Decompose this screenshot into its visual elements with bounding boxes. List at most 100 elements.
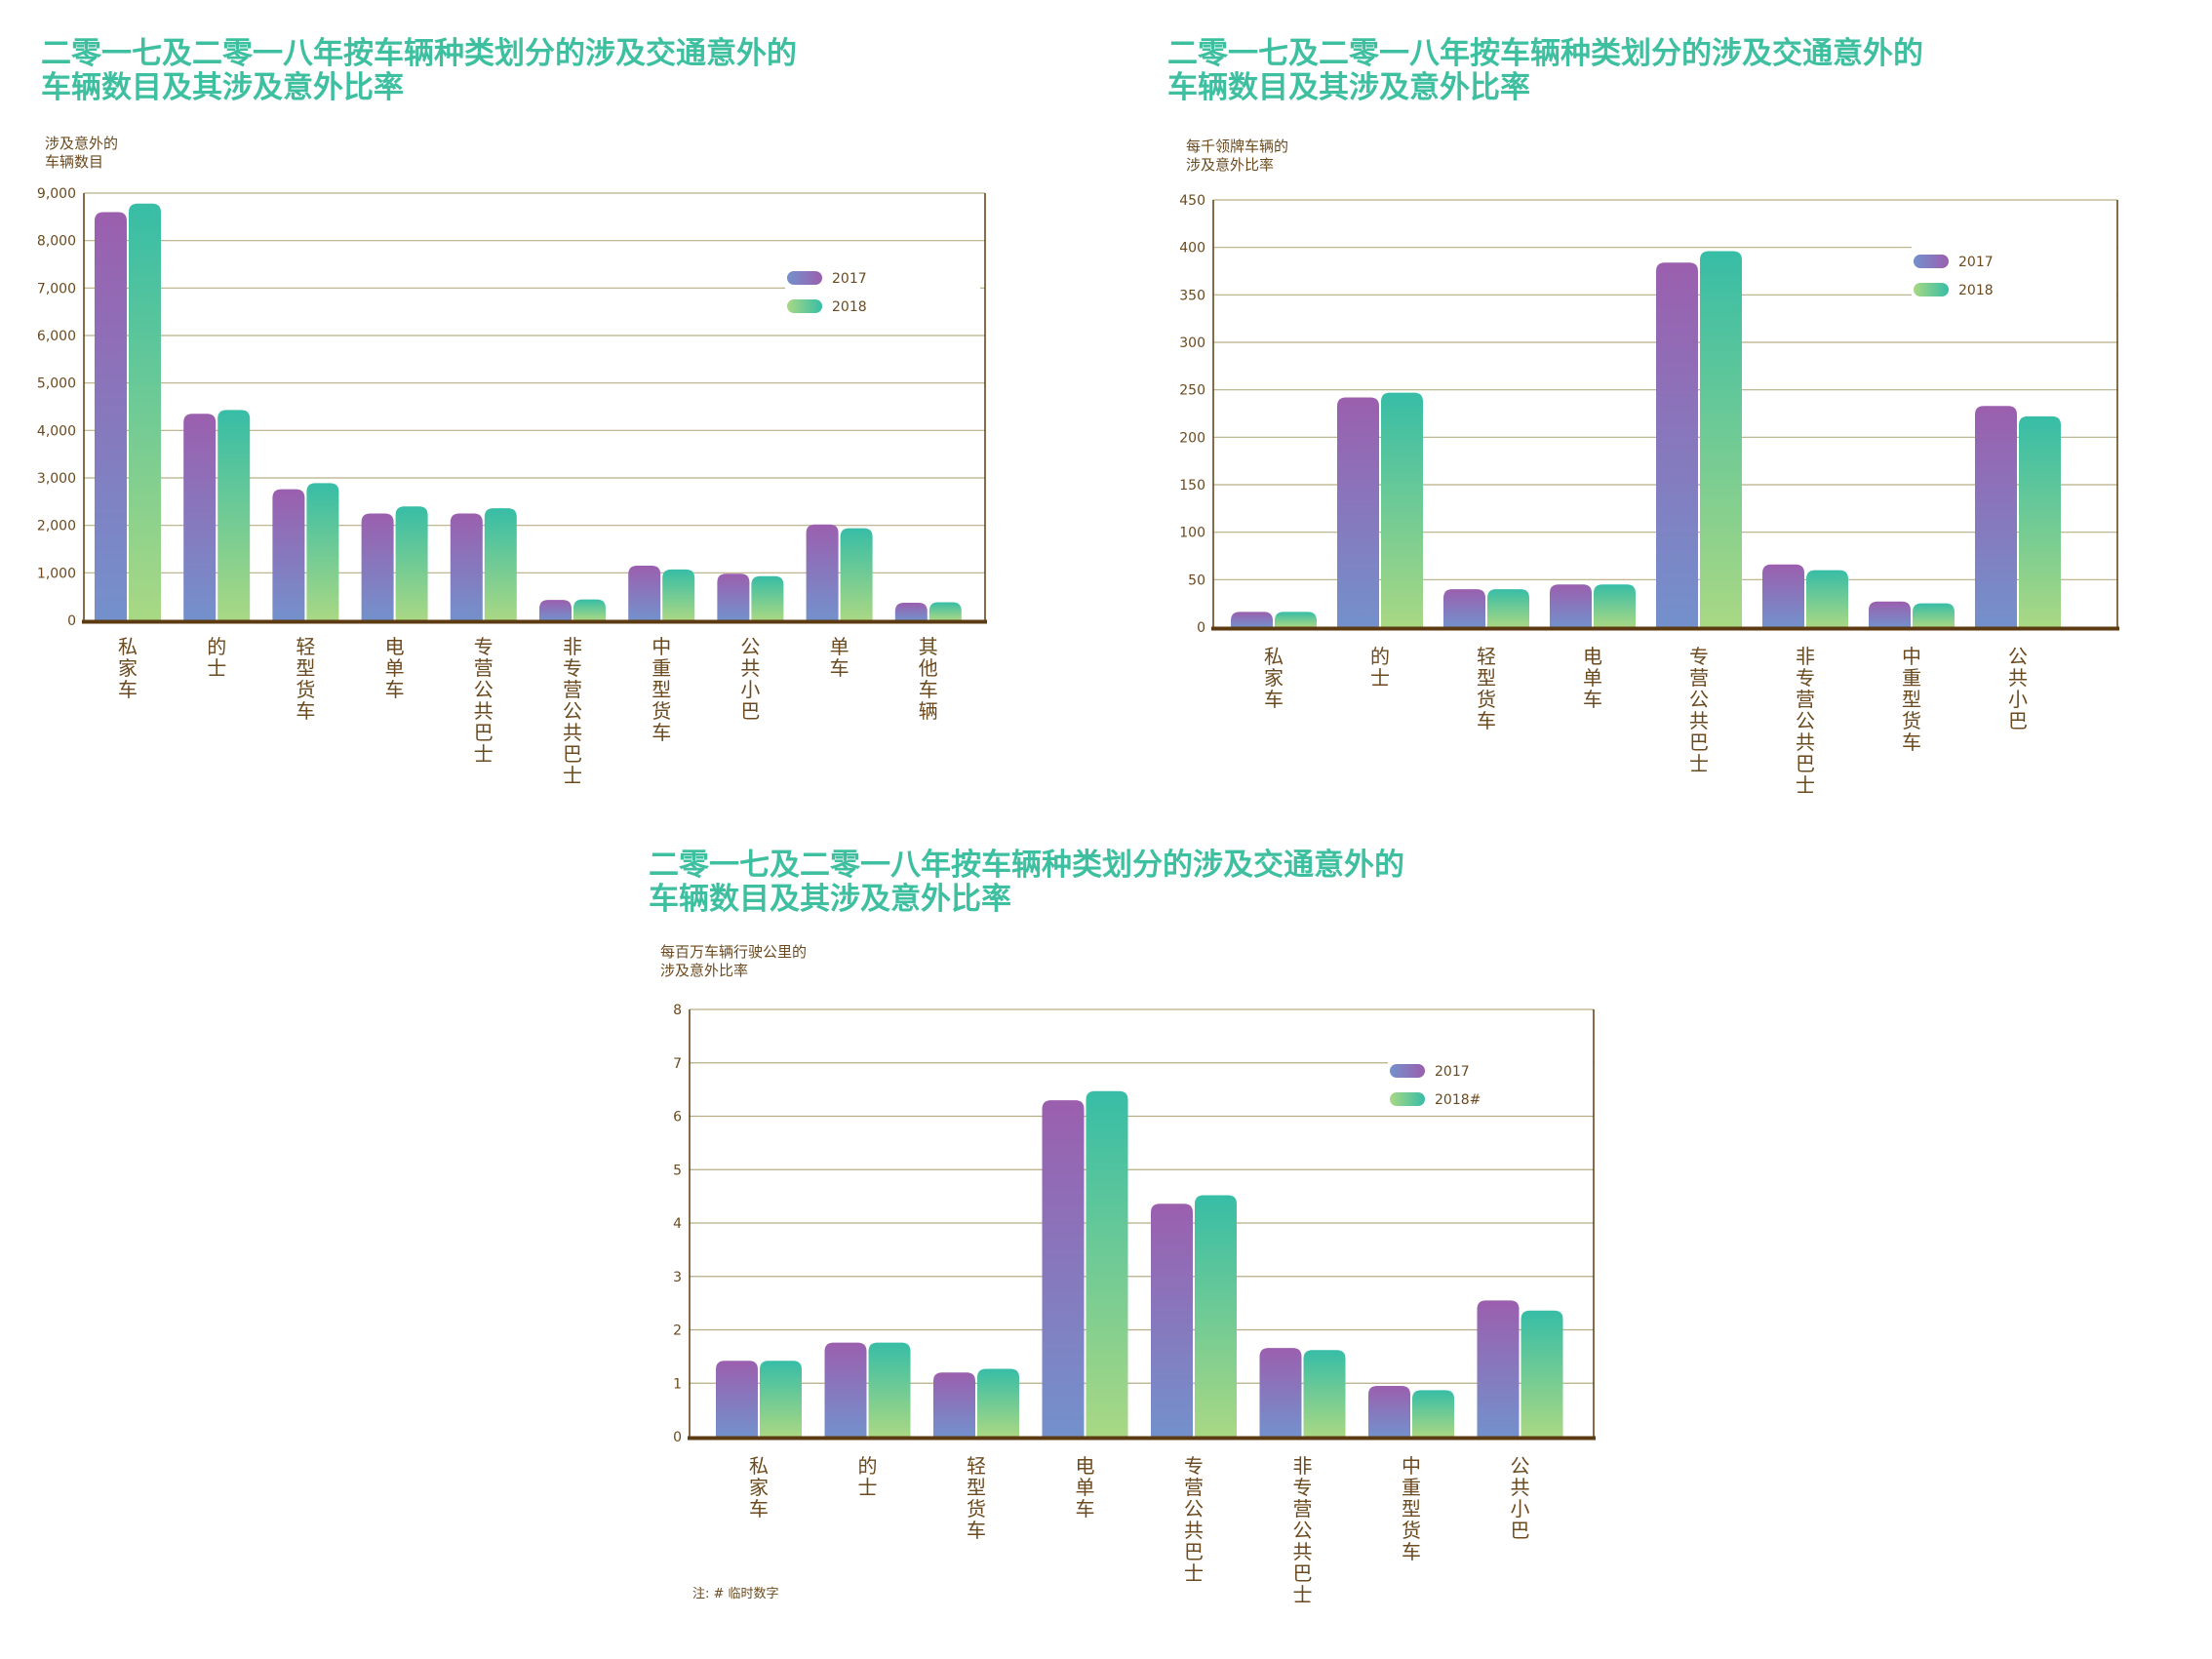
- category-label: 私家车: [749, 1454, 769, 1521]
- bar-2017-2: [933, 1372, 975, 1437]
- bar-2017-3: [1042, 1100, 1085, 1437]
- y-tick-label: 250: [1179, 383, 1205, 399]
- bar-2018-0: [1275, 612, 1317, 627]
- bar-2017-5: [1762, 564, 1804, 627]
- chart-2: 0 1 2 3 4 5 6 7 8 2017 2018# 私家车 的士 轻型货车 电单车 专营公共巴士 非专营公…: [673, 1003, 1596, 1606]
- legend: 2017 2018#: [1388, 1053, 1593, 1114]
- bar-2018-4: [484, 508, 517, 620]
- y-tick-label: 350: [1179, 288, 1205, 303]
- bar-2017-0: [1231, 612, 1273, 627]
- legend-swatch-0: [787, 271, 822, 285]
- bar-2018-2: [306, 483, 339, 620]
- category-label: 轻型货车: [296, 635, 315, 723]
- bar-2017-3: [1550, 584, 1592, 627]
- category-label: 公共小巴: [740, 635, 760, 723]
- legend-swatch-1: [1914, 283, 1949, 296]
- y-tick-label: 450: [1179, 193, 1205, 209]
- y-tick-label: 5: [673, 1163, 682, 1178]
- category-label: 公共小巴: [2008, 645, 2028, 732]
- bar-2017-2: [272, 489, 305, 620]
- y-tick-label: 300: [1179, 336, 1205, 351]
- legend-label: 2017: [1958, 255, 1994, 270]
- legend-label: 2017: [832, 271, 867, 287]
- y-tick-label: 2,000: [37, 519, 76, 534]
- bar-2017-7: [1477, 1300, 1520, 1437]
- bar-2018-8: [840, 528, 873, 620]
- category-label: 轻型货车: [1477, 645, 1496, 732]
- chart-title: 二零一七及二零一八年按车辆种类划分的涉及交通意外的 车辆数目及其涉及意外比率: [1167, 36, 1923, 105]
- legend: 2017 2018: [785, 260, 980, 321]
- category-label: 的士: [207, 635, 226, 680]
- bar-2017-0: [716, 1361, 758, 1437]
- bar-2017-5: [539, 600, 572, 620]
- category-label: 专营公共巴士: [1184, 1454, 1204, 1585]
- category-label: 电单车: [1076, 1454, 1095, 1521]
- y-tick-label: 400: [1179, 241, 1205, 257]
- bar-2018#-3: [1086, 1090, 1128, 1437]
- y-axis-label: 每千领牌车辆的 涉及意外比率: [1186, 138, 1289, 174]
- bar-2018#-1: [868, 1342, 911, 1437]
- bar-2018-7: [2019, 415, 2061, 627]
- legend-swatch-0: [1914, 255, 1949, 268]
- y-tick-label: 1,000: [37, 566, 76, 581]
- category-label: 公共小巴: [1511, 1454, 1530, 1542]
- y-tick-label: 3,000: [37, 471, 76, 487]
- legend-label: 2017: [1435, 1064, 1470, 1080]
- bar-2018-4: [1700, 251, 1742, 627]
- bar-2017-7: [717, 573, 750, 620]
- bar-2018-7: [751, 575, 784, 620]
- bar-2018-6: [662, 569, 695, 620]
- y-tick-label: 3: [673, 1270, 682, 1285]
- bar-2018-2: [1487, 589, 1529, 627]
- bar-2018#-0: [760, 1361, 802, 1437]
- footnote: 注: # 临时数字: [692, 1587, 779, 1601]
- y-tick-label: 200: [1179, 430, 1205, 446]
- category-label: 轻型货车: [967, 1454, 986, 1542]
- bar-2017-3: [361, 513, 394, 620]
- y-tick-label: 0: [1197, 620, 1205, 636]
- y-tick-label: 8,000: [37, 234, 76, 250]
- bar-2017-6: [1368, 1385, 1410, 1437]
- category-label: 私家车: [1264, 645, 1284, 711]
- category-label: 中重型货车: [652, 635, 671, 744]
- legend: 2017 2018: [1912, 244, 2116, 304]
- category-label: 中重型货车: [1402, 1454, 1421, 1563]
- bar-2018#-6: [1412, 1390, 1454, 1437]
- bar-2018-6: [1913, 603, 1955, 627]
- category-label: 专营公共巴士: [1689, 645, 1709, 775]
- y-tick-label: 2: [673, 1323, 682, 1339]
- bar-2018-1: [1381, 392, 1423, 627]
- category-label: 中重型货车: [1902, 645, 1921, 754]
- y-tick-label: 9,000: [37, 186, 76, 202]
- bar-2018-1: [217, 410, 251, 620]
- bar-2017-0: [95, 212, 127, 620]
- legend-swatch-1: [1390, 1092, 1425, 1106]
- legend-label: 2018: [832, 299, 867, 315]
- y-tick-label: 4: [673, 1216, 682, 1232]
- bar-2018-3: [1594, 584, 1636, 627]
- bar-2017-2: [1443, 589, 1485, 627]
- y-tick-label: 0: [67, 613, 76, 629]
- bar-2018-5: [1806, 570, 1848, 627]
- bar-2017-5: [1259, 1348, 1302, 1437]
- category-label: 的士: [858, 1454, 878, 1499]
- bar-2017-1: [824, 1342, 867, 1437]
- bar-2018#-7: [1521, 1310, 1563, 1437]
- bar-2018#-4: [1195, 1195, 1237, 1437]
- bar-2017-1: [183, 414, 217, 620]
- bar-2017-6: [628, 566, 661, 620]
- y-tick-label: 100: [1179, 526, 1205, 541]
- y-tick-label: 6: [673, 1110, 682, 1126]
- bar-2018-5: [573, 599, 606, 620]
- y-tick-label: 8: [673, 1003, 682, 1018]
- bar-2018#-2: [977, 1368, 1019, 1437]
- y-tick-label: 6,000: [37, 329, 76, 344]
- legend-swatch-0: [1390, 1064, 1425, 1078]
- bar-2017-4: [450, 513, 483, 620]
- category-label: 私家车: [118, 635, 138, 701]
- y-tick-label: 150: [1179, 478, 1205, 494]
- chart-1: 0 50 100 150 200 250 300 350 400 450 2017 2018 私家车 的士…: [1179, 193, 2119, 797]
- bar-2017-9: [894, 602, 928, 620]
- y-tick-label: 1: [673, 1376, 682, 1392]
